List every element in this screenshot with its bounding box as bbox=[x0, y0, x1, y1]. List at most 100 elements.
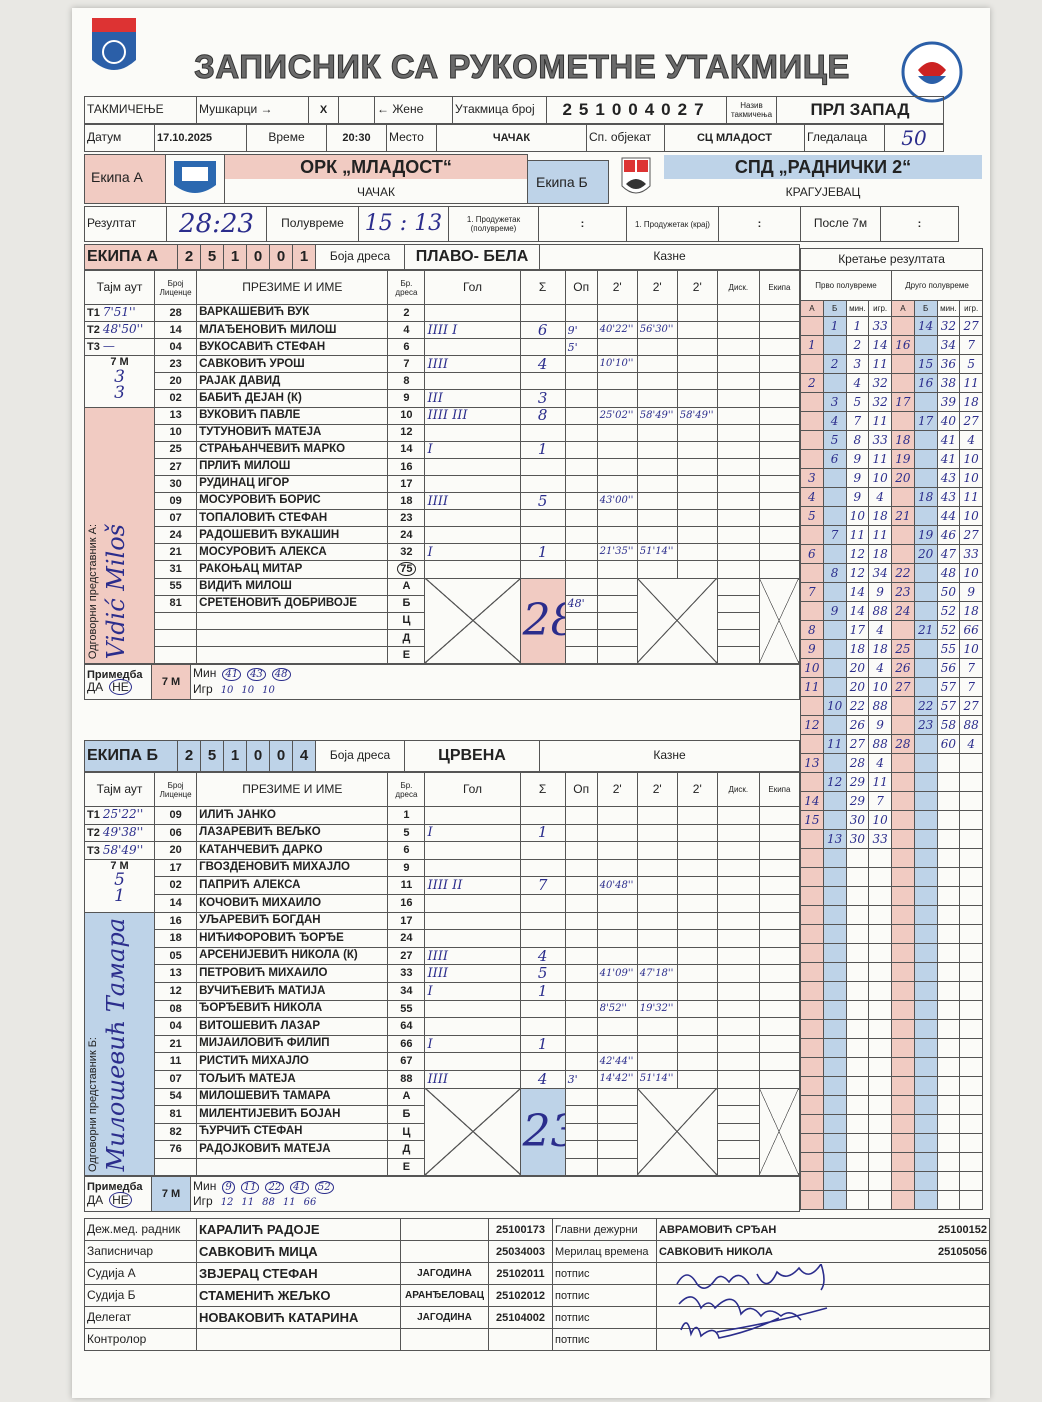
remark-yes[interactable]: ДА bbox=[87, 1192, 104, 1207]
license-number: 06 bbox=[154, 823, 198, 843]
player-name: УЉАРЕВИЋ БОГДАН bbox=[196, 911, 389, 931]
women-checkbox[interactable] bbox=[338, 96, 375, 124]
remark-yes[interactable]: ДА bbox=[87, 680, 104, 695]
suspension-time: 8'52'' bbox=[596, 999, 638, 1019]
score-minute bbox=[845, 962, 870, 982]
disqualification-cell bbox=[716, 929, 760, 948]
score-b bbox=[913, 734, 938, 754]
goal-sum bbox=[519, 806, 566, 825]
player-name: МИЈАИЛОВИЋ ФИЛИП bbox=[196, 1034, 389, 1054]
suspension-header: 2' bbox=[676, 270, 718, 305]
score-player: 27 bbox=[959, 525, 984, 545]
score-b bbox=[822, 468, 847, 488]
score-a bbox=[800, 1038, 824, 1058]
disqualification-cell bbox=[716, 321, 760, 340]
score-minute: 11 bbox=[845, 525, 870, 545]
goal-tally bbox=[424, 560, 521, 579]
license-number: 13 bbox=[154, 964, 198, 983]
score-minute bbox=[845, 1038, 870, 1058]
official-role-2: потпис bbox=[552, 1328, 657, 1352]
score-minute: 9 bbox=[845, 468, 870, 488]
jersey-number: Ц bbox=[387, 611, 426, 630]
player-name: ВАРКАШЕВИЋ ВУК bbox=[196, 303, 389, 323]
score-b: 15 bbox=[913, 354, 938, 374]
seven-m-player: 10 bbox=[220, 684, 234, 696]
warning-time bbox=[564, 440, 598, 459]
penalties-label: Казне bbox=[539, 244, 800, 270]
timeout-cell[interactable]: T2 49'38'' bbox=[83, 823, 156, 843]
official-row: Записничар САВКОВИЋ МИЦА 25034003 Мерилац в… bbox=[84, 1240, 990, 1264]
player-row: 30 РУДИНАЦ ИГОР 17 bbox=[85, 474, 801, 494]
men-checkbox[interactable]: X bbox=[308, 96, 339, 124]
team-penalty-cell bbox=[758, 492, 801, 511]
score-a bbox=[800, 772, 824, 792]
warning-time bbox=[564, 628, 598, 647]
jersey-number: 66 bbox=[387, 1034, 426, 1054]
score-minute bbox=[936, 1171, 961, 1191]
timeout-cell[interactable]: T3 58'49'' bbox=[83, 841, 156, 860]
remark-no[interactable]: НЕ bbox=[109, 679, 132, 696]
score-b: 4 bbox=[822, 411, 847, 431]
timeout-cell[interactable]: T3— bbox=[83, 338, 156, 357]
remark-row: Примедба ДА НЕ 7 М Мин 9 11 22 41 52 Игр 12 11 88 11 66 bbox=[84, 1176, 800, 1213]
score-a bbox=[891, 981, 915, 1001]
score-a bbox=[800, 1057, 824, 1077]
warning-header: Оп bbox=[564, 772, 598, 807]
jersey-number: 9 bbox=[387, 858, 426, 878]
penalties-label: Казне bbox=[539, 740, 800, 772]
timeout-value: 49'38'' bbox=[102, 825, 144, 840]
disqualification-cell bbox=[716, 876, 760, 895]
warning-time bbox=[564, 823, 598, 843]
player-name: ТОПАЛОВИЋ СТЕФАН bbox=[196, 509, 389, 528]
timeout-cell[interactable]: T1 25'22'' bbox=[83, 806, 156, 825]
player-name: БАБИЋ ДЕЈАН (К) bbox=[196, 389, 389, 408]
score-player bbox=[959, 1095, 984, 1115]
goal-sum: 5 bbox=[519, 492, 566, 511]
score-b bbox=[913, 1057, 938, 1077]
license-number: 02 bbox=[154, 876, 198, 895]
score-b bbox=[913, 639, 938, 659]
score-b bbox=[913, 677, 938, 697]
score-a bbox=[800, 563, 824, 583]
score-minute: 27 bbox=[845, 734, 870, 754]
official-role: Делегат bbox=[84, 1306, 197, 1330]
timeout-cell[interactable]: T2 48'50'' bbox=[83, 321, 156, 340]
license-number: 55 bbox=[154, 577, 198, 596]
team-penalty-cell bbox=[758, 338, 801, 357]
goal-tally bbox=[424, 474, 521, 494]
score-minute bbox=[845, 1057, 870, 1077]
goal-sum: 1 bbox=[519, 440, 566, 459]
score-player bbox=[959, 1133, 984, 1153]
score-a bbox=[800, 1152, 824, 1172]
team-penalty-cell bbox=[758, 876, 801, 895]
disqualification-cell bbox=[716, 440, 760, 459]
timeout-cell[interactable]: T1 7'51'' bbox=[83, 303, 156, 323]
player-name: РУДИНАЦ ИГОР bbox=[196, 474, 389, 494]
player-name: КАТАНЧЕВИЋ ДАРКО bbox=[196, 841, 389, 860]
official-name: ЗВЈЕРАЦ СТЕФАН bbox=[196, 1262, 401, 1286]
timeout-value: 58'49'' bbox=[102, 842, 144, 857]
seven-m-min-row: Мин 41 43 48 bbox=[193, 666, 797, 682]
team-code-digit: 5 bbox=[200, 740, 224, 772]
score-b bbox=[913, 829, 938, 849]
score-b bbox=[913, 1114, 938, 1134]
remark-no[interactable]: НЕ bbox=[109, 1191, 132, 1208]
warning-time bbox=[564, 1157, 598, 1177]
official-city bbox=[400, 1240, 489, 1264]
score-minute bbox=[845, 1076, 870, 1096]
license-number: 16 bbox=[154, 911, 198, 931]
warning-time bbox=[564, 526, 598, 545]
score-minute bbox=[845, 1171, 870, 1191]
goal-header: Гол bbox=[424, 270, 521, 305]
responsible-rep-cell: Одговорни представник А: Vidić Miloš bbox=[83, 406, 156, 664]
goal-header: Гол bbox=[424, 772, 521, 807]
score-a bbox=[891, 1057, 915, 1077]
license-number bbox=[154, 1157, 198, 1177]
score-player bbox=[868, 1095, 892, 1115]
team-a-city: ЧАЧАК bbox=[356, 185, 396, 199]
score-minute bbox=[936, 1076, 961, 1096]
seven-m-player: 11 bbox=[282, 1197, 296, 1209]
score-player bbox=[868, 1171, 892, 1191]
score-a: 23 bbox=[891, 582, 915, 602]
responsible-rep-cell: Одговорни представник Б: Милошевић Тамара bbox=[83, 911, 156, 1177]
